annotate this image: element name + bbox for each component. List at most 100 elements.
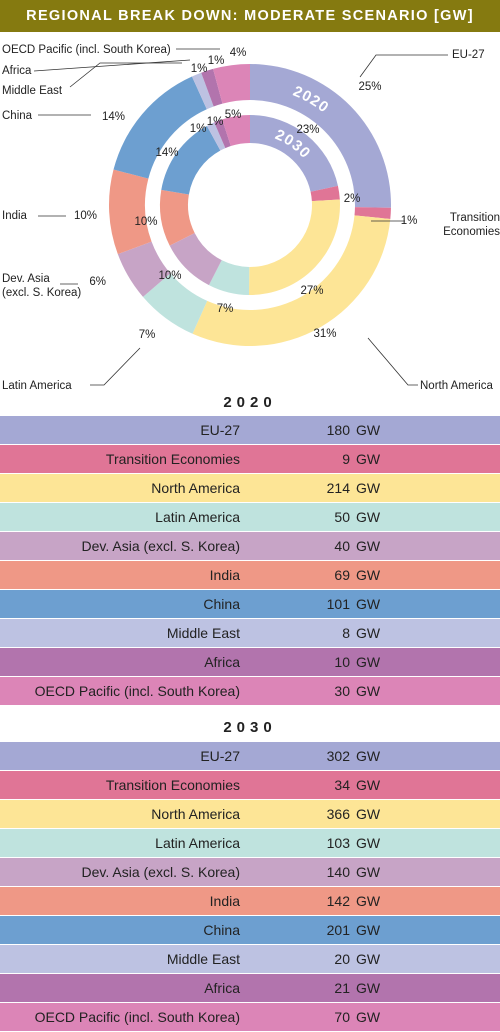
row-region-label: India [209, 567, 240, 583]
table-row-2030-transition-economies: Transition Economies 34 GW [0, 771, 500, 800]
row-region-label: China [203, 596, 240, 612]
leader-line [90, 347, 141, 386]
row-value: 103 [326, 835, 350, 851]
row-unit: GW [356, 625, 381, 641]
row-region-label: OECD Pacific (incl. South Korea) [34, 683, 240, 699]
table-row-2030-dev-asia-excl-s-korea: Dev. Asia (excl. S. Korea) 140 GW [0, 858, 500, 887]
pct-label-2030: 2% [344, 193, 361, 205]
row-unit: GW [356, 777, 381, 793]
row-value: 10 [334, 654, 350, 670]
callout-label-dev-asia-excl-s-korea: (excl. S. Korea) [2, 287, 81, 299]
row-unit: GW [356, 922, 381, 938]
pct-label-2020: 1% [208, 55, 225, 67]
table-2020: EU-27 180 GW Transition Economies 9 GW North A… [0, 416, 500, 706]
row-value: 30 [334, 683, 350, 699]
row-value: 20 [334, 951, 350, 967]
row-region-label: China [203, 922, 240, 938]
row-value: 34 [334, 777, 350, 793]
table-row-2020-india: India 69 GW [0, 561, 500, 590]
row-unit: GW [356, 893, 381, 909]
pct-label-2020: 1% [191, 63, 208, 75]
row-region-label: Middle East [166, 625, 240, 641]
row-region-label: Africa [204, 980, 240, 996]
table-row-2020-latin-america: Latin America 50 GW [0, 503, 500, 532]
row-unit: GW [356, 509, 381, 525]
table-row-2030-africa: Africa 21 GW [0, 974, 500, 1003]
donut-slice-2020-china [113, 76, 207, 179]
pct-label-2020: 31% [313, 328, 336, 340]
row-value: 180 [326, 422, 350, 438]
row-value: 366 [326, 806, 350, 822]
row-unit: GW [356, 864, 381, 880]
row-unit: GW [356, 951, 381, 967]
table-2030-title: 2030 [223, 719, 277, 736]
donut-slice-2030-transition-economies [310, 185, 340, 202]
pct-label-2030: 27% [300, 285, 323, 297]
row-region-label: EU-27 [200, 422, 240, 438]
nested-donut-chart: 2020203025%1%31%7%6%10%14%1%1%4%23%2%27%… [2, 44, 500, 392]
row-unit: GW [356, 567, 381, 583]
pct-label-2030: 7% [217, 303, 234, 315]
chart-title: REGIONAL BREAK DOWN: MODERATE SCENARIO [… [0, 0, 500, 32]
leader-line [69, 62, 182, 88]
row-unit: GW [356, 654, 381, 670]
row-region-label: Dev. Asia (excl. S. Korea) [81, 864, 240, 880]
donut-slice-2020-eu-27 [250, 64, 391, 208]
row-region-label: Transition Economies [105, 777, 240, 793]
row-unit: GW [356, 596, 381, 612]
table-row-2020-dev-asia-excl-s-korea: Dev. Asia (excl. S. Korea) 40 GW [0, 532, 500, 561]
row-value: 214 [326, 480, 350, 496]
donut-slice-2030-africa [214, 119, 231, 149]
pct-label-2030: 10% [134, 216, 157, 228]
pct-label-2030: 5% [225, 109, 242, 121]
donut-slice-2030-china [161, 125, 221, 195]
table-row-2020-transition-economies: Transition Economies 9 GW [0, 445, 500, 474]
table-row-2020-oecd-pacific-incl-south-korea: OECD Pacific (incl. South Korea) 30 GW [0, 677, 500, 706]
donut-slice-2020-oecd-pacific-incl-south-korea [213, 64, 250, 104]
row-value: 9 [342, 451, 350, 467]
row-value: 50 [334, 509, 350, 525]
table-2020-title: 2020 [223, 394, 277, 411]
pct-label-2020: 4% [230, 47, 247, 59]
row-value: 8 [342, 625, 350, 641]
table-row-2020-africa: Africa 10 GW [0, 648, 500, 677]
pct-label-2020: 1% [401, 215, 418, 227]
table-row-2020-china: China 101 GW [0, 590, 500, 619]
donut-slice-2020-transition-economies [354, 207, 391, 219]
pct-label-2030: 14% [155, 147, 178, 159]
table-row-2020-middle-east: Middle East 8 GW [0, 619, 500, 648]
donut-slice-2030-india [160, 189, 195, 246]
donut-slice-2020-middle-east [191, 72, 214, 110]
row-unit: GW [356, 1009, 381, 1025]
callout-label-transition-economies: Economies [443, 226, 500, 238]
table-row-2030-north-america: North America 366 GW [0, 800, 500, 829]
row-unit: GW [356, 683, 381, 699]
donut-slice-2020-north-america [192, 215, 391, 346]
pct-label-2020: 14% [102, 111, 125, 123]
table-row-2030-middle-east: Middle East 20 GW [0, 945, 500, 974]
row-value: 40 [334, 538, 350, 554]
donut-slice-2030-middle-east [206, 122, 226, 151]
pct-label-2030: 10% [158, 270, 181, 282]
leader-line [367, 337, 418, 386]
pct-label-2020: 10% [74, 210, 97, 222]
row-region-label: Latin America [155, 835, 240, 851]
row-region-label: India [209, 893, 240, 909]
row-region-label: North America [151, 480, 240, 496]
donut-slice-2030-dev-asia-excl-s-korea [169, 232, 222, 286]
row-value: 142 [326, 893, 350, 909]
row-unit: GW [356, 538, 381, 554]
row-unit: GW [356, 835, 381, 851]
table-row-2020-north-america: North America 214 GW [0, 474, 500, 503]
row-unit: GW [356, 451, 381, 467]
row-value: 140 [326, 864, 350, 880]
callout-label-transition-economies: Transition [450, 212, 500, 224]
leader-line [359, 54, 448, 78]
donut-slice-2020-africa [201, 68, 223, 107]
donut-slice-2020-latin-america [142, 273, 208, 334]
callout-label-north-america: North America [420, 380, 493, 392]
row-value: 101 [326, 596, 350, 612]
table-row-2030-china: China 201 GW [0, 916, 500, 945]
row-value: 69 [334, 567, 350, 583]
pct-label-2030: 1% [207, 116, 224, 128]
